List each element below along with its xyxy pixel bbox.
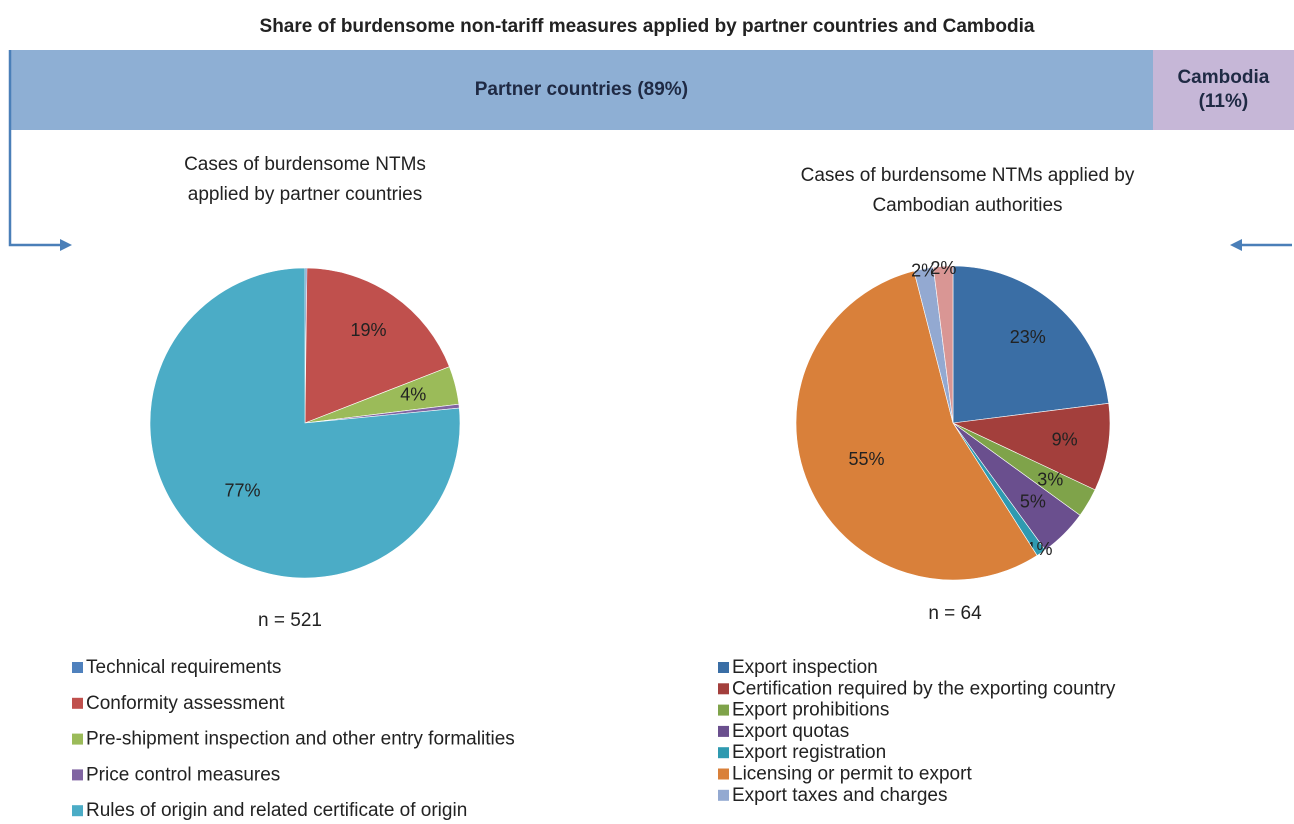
legend-swatch [72, 697, 83, 709]
legend-label: Licensing or permit to export [732, 764, 972, 785]
pie-slice [149, 267, 461, 579]
legend-label: Export registration [732, 742, 886, 763]
data-label: 77% [224, 481, 260, 501]
pie-title: Cases of burdensome NTMs applied by part… [184, 154, 426, 205]
legend-label: Technical requirements [86, 657, 281, 678]
pie-title: Cases of burdensome NTMs applied by Camb… [800, 165, 1135, 216]
share-segment: Partner countries (89%) [10, 50, 1153, 130]
arrow-head [1230, 239, 1242, 251]
data-label: 55% [849, 449, 885, 469]
data-label: 4% [400, 384, 426, 404]
bracket-arrow [8, 50, 1292, 247]
pie-slice [304, 267, 450, 424]
arrow-head [60, 239, 72, 251]
legend-swatch [72, 769, 83, 781]
pie-slice [952, 265, 1110, 424]
segment-label: Cambodia (11%) [1177, 67, 1270, 112]
legend-swatch [718, 747, 729, 759]
chart-title: Share of burdensome non-tariff measures … [259, 16, 1035, 37]
legend-swatch [72, 662, 83, 673]
segment-label: Partner countries (89%) [474, 79, 689, 100]
sample-size: n = 521 [258, 610, 322, 631]
legend-swatch [718, 704, 729, 716]
legend-label: Rules of origin and related certificate … [86, 800, 467, 821]
data-label: 19% [351, 320, 387, 340]
data-label: 2% [930, 258, 956, 278]
legend-swatch [718, 725, 729, 737]
data-label: 2% [911, 261, 937, 281]
pie-slice [951, 402, 1111, 491]
legend-swatch [718, 683, 729, 695]
legend-label: Export prohibitions [732, 700, 889, 721]
pie-slice [932, 265, 954, 424]
legend-swatch [72, 805, 83, 817]
legend-label: Price control measures [86, 764, 280, 785]
legend-swatch [718, 789, 729, 801]
sample-size: n = 64 [928, 603, 982, 624]
legend-label: Certification required by the exporting … [732, 678, 1116, 699]
share-bar: Partner countries (89%) Cambodia (11%) [10, 50, 1294, 130]
legend-label: Pre-shipment inspection and other entry … [86, 729, 515, 750]
legend-label: Conformity assessment [86, 693, 285, 714]
legend-swatch [72, 733, 83, 745]
legend-label: Export quotas [732, 721, 849, 742]
legend-swatch [718, 768, 729, 780]
data-label: 5% [1020, 492, 1046, 512]
bracket-line [8, 50, 62, 247]
data-label: 3% [1037, 469, 1063, 489]
legend-label: Export taxes and charges [732, 785, 947, 806]
data-label: 9% [1052, 429, 1078, 449]
share-segment: Cambodia (11%) [1152, 50, 1294, 130]
data-label: 23% [1010, 327, 1046, 347]
legend-label: Export inspection [732, 657, 878, 678]
legend-swatch [718, 662, 729, 673]
pie-slice [795, 270, 1038, 581]
